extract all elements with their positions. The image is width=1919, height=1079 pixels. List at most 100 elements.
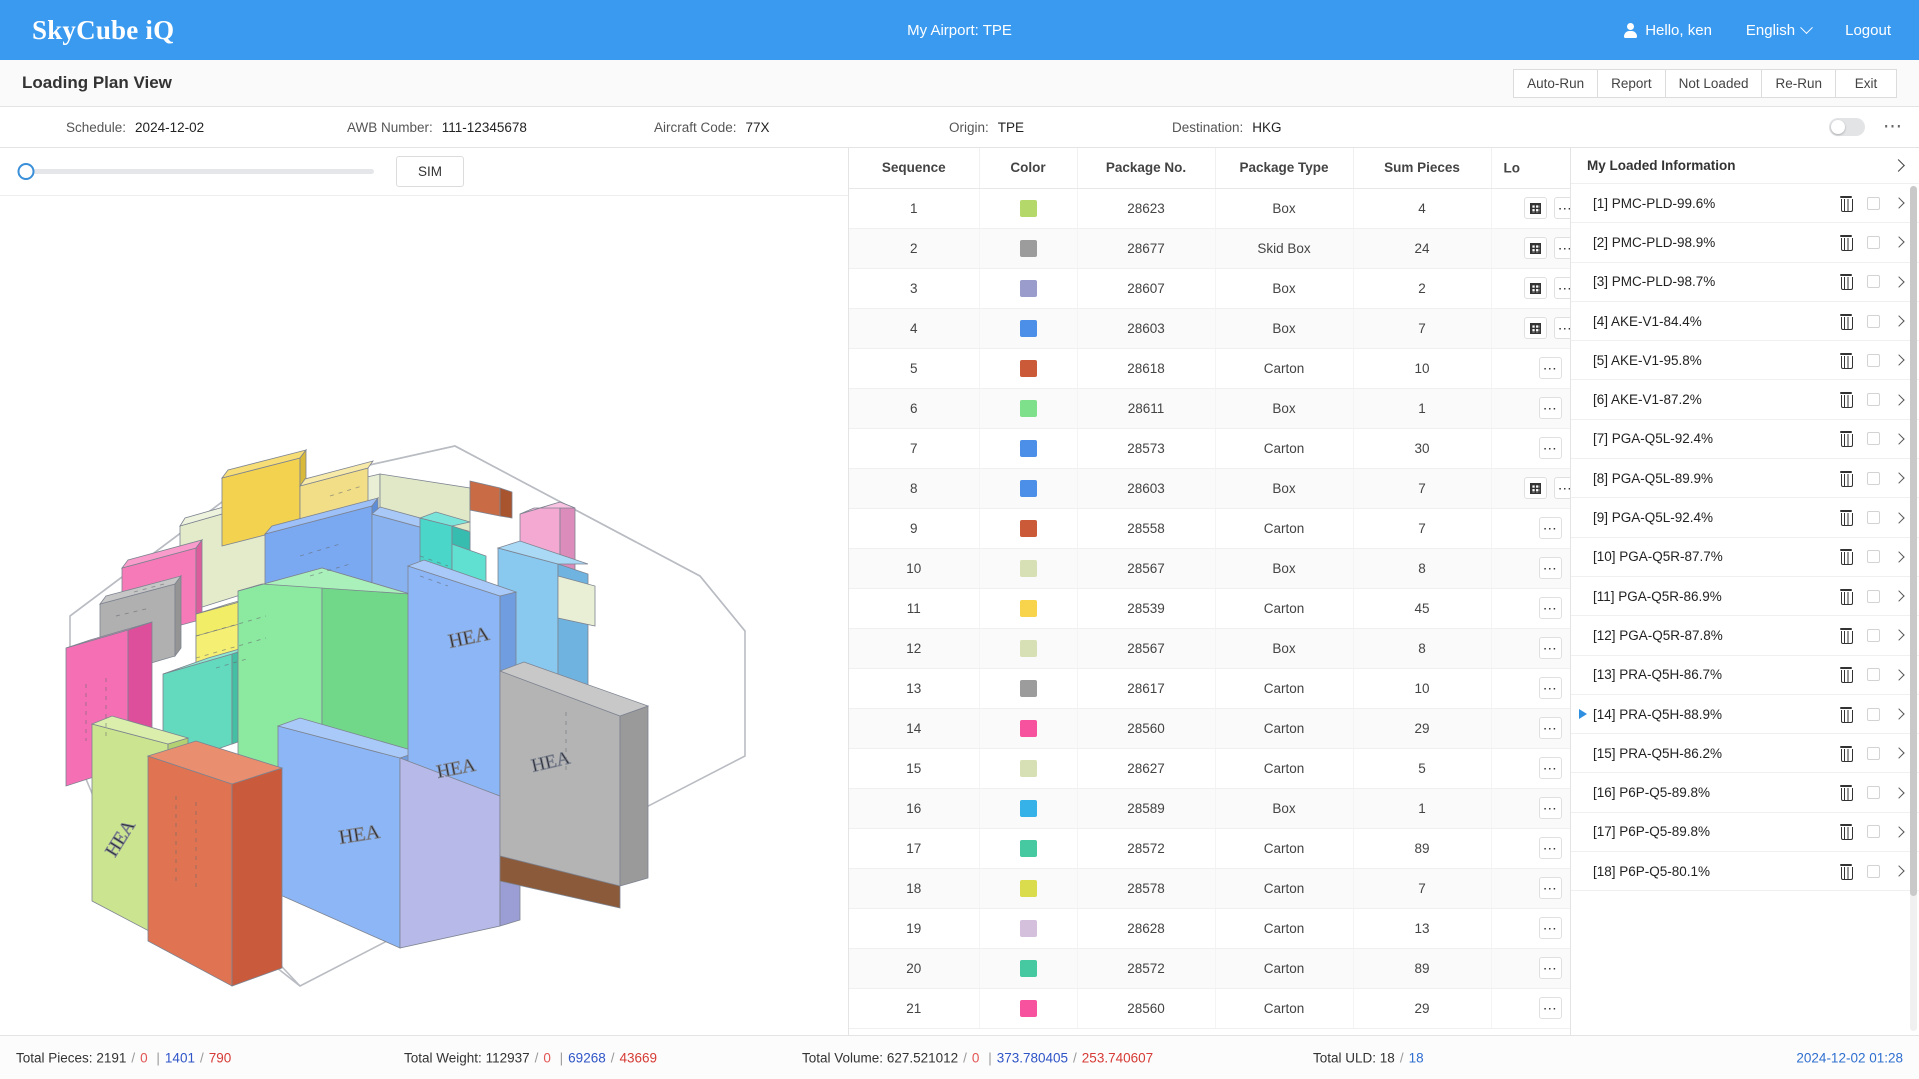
slider-thumb[interactable] [17,163,35,180]
table-row[interactable]: 1 28623 Box 4 ⋯ [849,188,1610,229]
list-item[interactable]: [15] PRA-Q5H-86.2% [1571,734,1919,774]
row-more-button[interactable]: ⋯ [1538,757,1562,779]
list-item[interactable]: [2] PMC-PLD-98.9% [1571,223,1919,263]
list-item-checkbox[interactable] [1867,196,1880,210]
report-button[interactable]: Report [1597,68,1666,98]
list-item-checkbox[interactable] [1867,786,1880,800]
re-run-button[interactable]: Re-Run [1761,68,1836,98]
chevron-right-icon[interactable] [1893,747,1905,759]
chevron-right-icon[interactable] [1893,669,1905,681]
list-item-checkbox[interactable] [1867,432,1880,446]
sidebar-scrollbar[interactable] [1910,186,1917,1031]
chevron-right-icon[interactable] [1893,629,1905,642]
table-row[interactable]: 21 28560 Carton 29 ⋯ [849,988,1610,1029]
th-package-no[interactable]: Package No. [1077,148,1216,189]
list-item-checkbox[interactable] [1867,471,1880,485]
chevron-right-icon[interactable] [1893,511,1905,524]
trash-icon[interactable] [1839,195,1853,212]
list-item-checkbox[interactable] [1867,825,1880,839]
row-more-button[interactable]: ⋯ [1538,717,1562,739]
grid-view-button[interactable] [1523,197,1547,219]
list-item-checkbox[interactable] [1867,589,1880,603]
chevron-right-icon[interactable] [1893,865,1905,877]
table-row[interactable]: 2 28677 Skid Box 24 ⋯ [849,228,1610,269]
row-more-button[interactable]: ⋯ [1538,597,1562,619]
user-greeting[interactable]: Hello, ken [1624,22,1712,39]
trash-icon[interactable] [1839,352,1853,369]
uld-3d-canvas[interactable]: HEA HEA HEA [0,196,848,1035]
row-more-button[interactable]: ⋯ [1538,917,1562,939]
th-package-type[interactable]: Package Type [1215,148,1354,189]
trash-icon[interactable] [1839,549,1853,566]
table-row[interactable]: 5 28618 Carton 10 ⋯ [849,348,1610,389]
more-options-icon[interactable]: ⋯ [1883,116,1903,138]
grid-view-button[interactable] [1523,317,1547,339]
list-item[interactable]: [14] PRA-Q5H-88.9% [1571,695,1919,735]
table-row[interactable]: 20 28572 Carton 89 ⋯ [849,948,1610,989]
scrollbar-thumb[interactable] [1910,186,1917,896]
trash-icon[interactable] [1839,667,1853,684]
row-more-button[interactable]: ⋯ [1538,357,1562,379]
table-row[interactable]: 17 28572 Carton 89 ⋯ [849,828,1610,869]
table-row[interactable]: 18 28578 Carton 7 ⋯ [849,868,1610,909]
list-item-checkbox[interactable] [1867,707,1880,721]
list-item[interactable]: [12] PGA-Q5R-87.8% [1571,616,1919,656]
trash-icon[interactable] [1839,274,1853,291]
trash-icon[interactable] [1839,785,1853,802]
trash-icon[interactable] [1839,510,1853,527]
trash-icon[interactable] [1839,431,1853,448]
table-row[interactable]: 9 28558 Carton 7 ⋯ [849,508,1610,549]
list-item[interactable]: [7] PGA-Q5L-92.4% [1571,420,1919,460]
auto-run-button[interactable]: Auto-Run [1513,68,1599,98]
sim-button[interactable]: SIM [396,156,464,187]
table-row[interactable]: 6 28611 Box 1 ⋯ [849,388,1610,429]
chevron-right-icon[interactable] [1893,433,1905,445]
list-item[interactable]: [1] PMC-PLD-99.6% [1571,184,1919,224]
table-row[interactable]: 15 28627 Carton 5 ⋯ [849,748,1610,789]
list-item-checkbox[interactable] [1867,511,1880,525]
exit-button[interactable]: Exit [1835,68,1897,98]
row-more-button[interactable]: ⋯ [1538,997,1562,1019]
table-row[interactable]: 16 28589 Box 1 ⋯ [849,788,1610,829]
trash-icon[interactable] [1839,824,1853,841]
list-item[interactable]: [10] PGA-Q5R-87.7% [1571,538,1919,577]
chevron-right-icon[interactable] [1893,393,1905,406]
list-item-checkbox[interactable] [1867,393,1880,407]
trash-icon[interactable] [1839,588,1853,605]
list-item-checkbox[interactable] [1867,235,1880,249]
table-row[interactable]: 14 28560 Carton 29 ⋯ [849,708,1610,749]
chevron-right-icon[interactable] [1893,276,1905,288]
trash-icon[interactable] [1839,234,1853,251]
list-item[interactable]: [13] PRA-Q5H-86.7% [1571,656,1919,695]
table-row[interactable]: 7 28573 Carton 30 ⋯ [849,428,1610,469]
list-item[interactable]: [4] AKE-V1-84.4% [1571,302,1919,342]
table-row[interactable]: 3 28607 Box 2 ⋯ [849,268,1610,309]
grid-view-button[interactable] [1523,277,1547,299]
list-item[interactable]: [8] PGA-Q5L-89.9% [1571,459,1919,499]
chevron-right-icon[interactable] [1893,551,1905,563]
row-more-button[interactable]: ⋯ [1538,797,1562,819]
table-row[interactable]: 13 28617 Carton 10 ⋯ [849,668,1610,709]
list-item-checkbox[interactable] [1867,275,1880,289]
row-more-button[interactable]: ⋯ [1538,677,1562,699]
th-sum-pieces[interactable]: Sum Pieces [1353,148,1492,189]
grid-view-button[interactable] [1523,237,1547,259]
table-row[interactable]: 19 28628 Carton 13 ⋯ [849,908,1610,949]
list-item[interactable]: [18] P6P-Q5-80.1% [1571,852,1919,892]
chevron-right-icon[interactable] [1893,472,1905,484]
table-row[interactable]: 8 28603 Box 7 ⋯ [849,468,1610,509]
logout-button[interactable]: Logout [1845,21,1891,39]
chevron-right-icon[interactable] [1893,590,1905,602]
row-more-button[interactable]: ⋯ [1538,437,1562,459]
trash-icon[interactable] [1839,706,1853,723]
row-more-button[interactable]: ⋯ [1538,557,1562,579]
table-row[interactable]: 12 28567 Box 8 ⋯ [849,628,1610,669]
list-item-checkbox[interactable] [1867,353,1880,367]
list-item-checkbox[interactable] [1867,314,1880,328]
row-more-button[interactable]: ⋯ [1538,517,1562,539]
list-item[interactable]: [9] PGA-Q5L-92.4% [1571,498,1919,538]
grid-view-button[interactable] [1523,477,1547,499]
list-item[interactable]: [11] PGA-Q5R-86.9% [1571,577,1919,617]
trash-icon[interactable] [1839,627,1853,644]
list-item[interactable]: [16] P6P-Q5-89.8% [1571,773,1919,813]
